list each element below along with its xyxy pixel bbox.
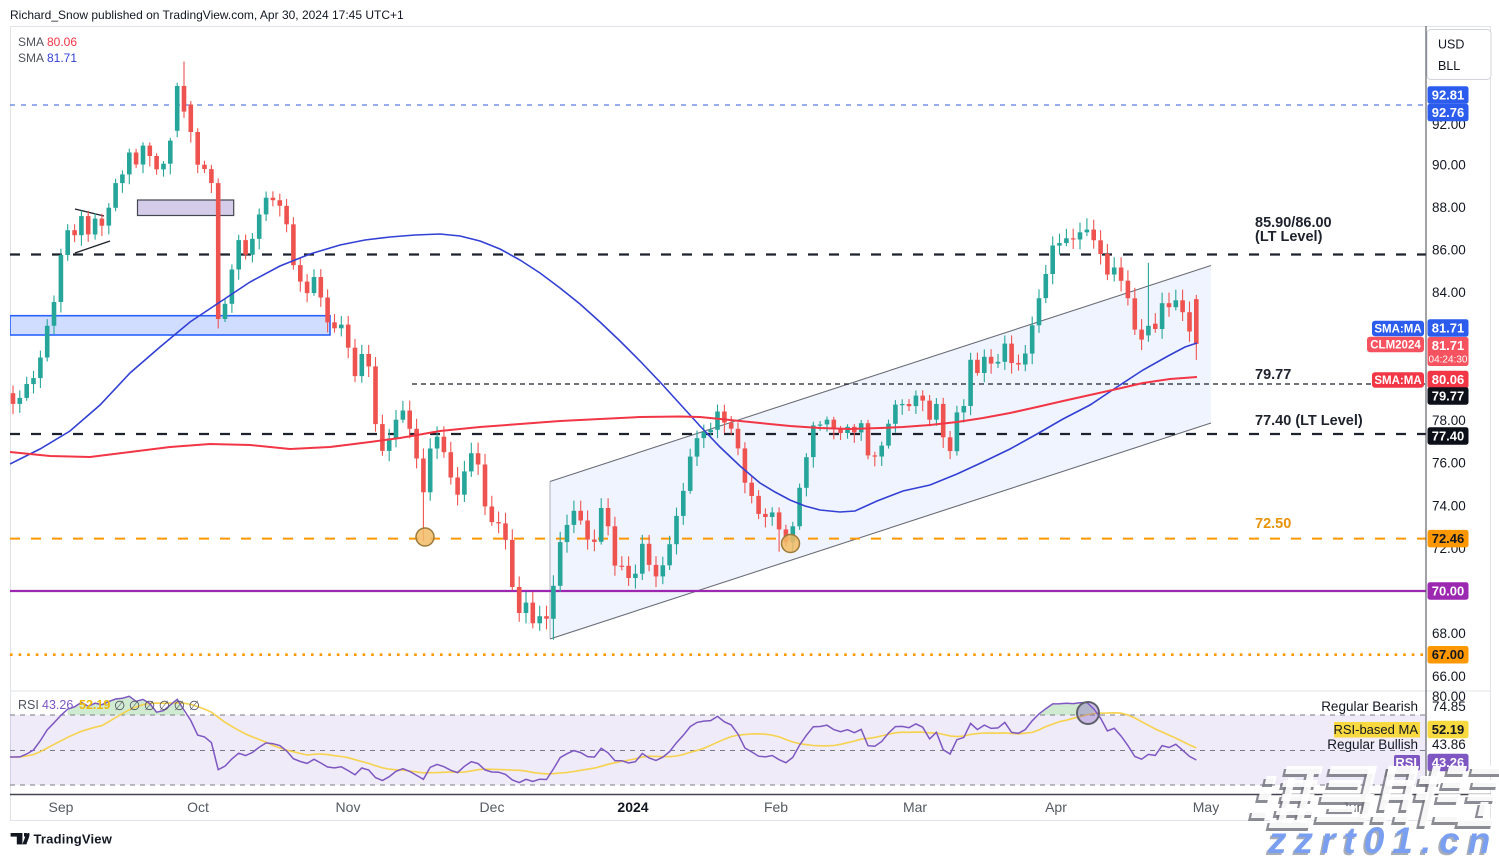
svg-text:Nov: Nov <box>336 799 361 815</box>
svg-text:70.00: 70.00 <box>1432 584 1465 599</box>
svg-text:Richard_Snow published on Trad: Richard_Snow published on TradingView.co… <box>10 8 404 22</box>
svg-text:74.00: 74.00 <box>1432 498 1466 513</box>
svg-text:SMA:MA: SMA:MA <box>1374 324 1421 336</box>
svg-text:52.19: 52.19 <box>79 698 110 712</box>
svg-text:Regular Bearish: Regular Bearish <box>1321 699 1418 714</box>
svg-text:81.71: 81.71 <box>1432 338 1465 353</box>
svg-text:80.06: 80.06 <box>1432 372 1465 387</box>
svg-text:52.19: 52.19 <box>1432 722 1465 737</box>
svg-text:(LT Level): (LT Level) <box>1255 229 1323 245</box>
svg-text:88.00: 88.00 <box>1432 200 1466 215</box>
svg-text:May: May <box>1193 799 1219 815</box>
svg-text:SMA: SMA <box>18 35 44 49</box>
svg-text:CLM2024: CLM2024 <box>1370 340 1421 352</box>
svg-text:TradingView: TradingView <box>34 832 113 847</box>
svg-text:43.86: 43.86 <box>1432 737 1466 752</box>
svg-text:79.77: 79.77 <box>1432 389 1465 404</box>
svg-text:72.50: 72.50 <box>1255 516 1291 532</box>
svg-text:66.00: 66.00 <box>1432 669 1466 684</box>
svg-text:Sep: Sep <box>49 799 74 815</box>
svg-text:85.90/86.00: 85.90/86.00 <box>1255 215 1332 231</box>
svg-text:Feb: Feb <box>764 799 788 815</box>
svg-text:92.76: 92.76 <box>1432 105 1465 120</box>
svg-text:81.71: 81.71 <box>47 51 77 65</box>
svg-text:81.71: 81.71 <box>1432 321 1465 336</box>
svg-text:04:24:30: 04:24:30 <box>1429 355 1468 366</box>
svg-text:SMA: SMA <box>18 51 44 65</box>
svg-text:86.00: 86.00 <box>1432 243 1466 258</box>
svg-text:∅ ∅ ∅ ∅ ∅ ∅: ∅ ∅ ∅ ∅ ∅ ∅ <box>114 698 200 713</box>
svg-text:2024: 2024 <box>617 799 648 815</box>
svg-text:84.00: 84.00 <box>1432 285 1466 300</box>
svg-text:RSI-based MA: RSI-based MA <box>1333 722 1418 737</box>
svg-text:Mar: Mar <box>903 799 927 815</box>
svg-text:43.26: 43.26 <box>42 698 73 712</box>
svg-text:74.85: 74.85 <box>1432 699 1466 714</box>
svg-text:80.06: 80.06 <box>47 35 77 49</box>
svg-text:68.00: 68.00 <box>1432 626 1466 641</box>
svg-text:zzrt01.cn: zzrt01.cn <box>1267 820 1498 857</box>
svg-text:Regular Bullish: Regular Bullish <box>1327 737 1418 752</box>
svg-text:67.00: 67.00 <box>1432 647 1465 662</box>
svg-text:78.00: 78.00 <box>1432 413 1466 428</box>
svg-text:80.00: 80.00 <box>1432 689 1466 704</box>
svg-text:90.00: 90.00 <box>1432 157 1466 172</box>
svg-text:92.81: 92.81 <box>1432 88 1465 103</box>
svg-text:Dec: Dec <box>480 799 505 815</box>
svg-text:Oct: Oct <box>187 799 209 815</box>
svg-text:RSI: RSI <box>18 698 39 712</box>
svg-text:79.77: 79.77 <box>1255 367 1291 383</box>
svg-text:BLL: BLL <box>1438 59 1460 73</box>
svg-text:77.40: 77.40 <box>1432 429 1465 444</box>
svg-text:77.40 (LT Level): 77.40 (LT Level) <box>1255 413 1363 429</box>
svg-text:Apr: Apr <box>1045 799 1067 815</box>
svg-text:USD: USD <box>1438 38 1464 52</box>
svg-text:72.46: 72.46 <box>1432 531 1465 546</box>
svg-text:SMA:MA: SMA:MA <box>1374 375 1421 387</box>
svg-text:zzrt01.cn: zzrt01.cn <box>1265 822 1496 857</box>
svg-text:76.00: 76.00 <box>1432 456 1466 471</box>
